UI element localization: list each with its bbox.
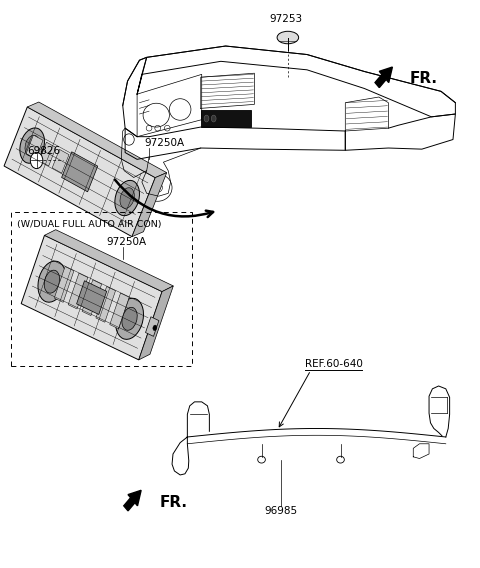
Polygon shape (27, 102, 167, 178)
Ellipse shape (120, 187, 134, 208)
Bar (68, 273, 88, 309)
Bar (110, 293, 130, 329)
Bar (21, 235, 162, 360)
Ellipse shape (204, 115, 209, 122)
Ellipse shape (25, 135, 39, 156)
Text: (W/DUAL FULL AUTO AIR CON): (W/DUAL FULL AUTO AIR CON) (17, 220, 161, 229)
Polygon shape (124, 490, 141, 511)
Text: 96985: 96985 (264, 506, 297, 516)
Polygon shape (45, 229, 173, 291)
Text: 69826: 69826 (27, 146, 60, 156)
Text: 97250A: 97250A (144, 138, 184, 148)
Ellipse shape (277, 31, 299, 44)
Bar (4, 107, 155, 237)
Ellipse shape (115, 181, 140, 216)
Ellipse shape (153, 325, 157, 331)
Bar (11, 212, 192, 366)
Ellipse shape (38, 261, 66, 302)
Bar (61, 152, 98, 192)
Bar (96, 286, 116, 322)
Polygon shape (132, 173, 167, 237)
Polygon shape (375, 67, 392, 87)
Text: 97250A: 97250A (106, 237, 146, 247)
Bar (145, 317, 159, 336)
Text: 97253: 97253 (269, 15, 302, 24)
Bar (77, 281, 107, 315)
Ellipse shape (122, 307, 137, 330)
Text: REF.60-640: REF.60-640 (305, 360, 362, 369)
Ellipse shape (116, 298, 144, 339)
Bar (52, 149, 69, 173)
Bar (39, 142, 56, 166)
Bar (82, 280, 102, 316)
Ellipse shape (211, 115, 216, 122)
Text: FR.: FR. (159, 495, 188, 509)
Ellipse shape (44, 270, 60, 293)
Polygon shape (139, 286, 173, 360)
Ellipse shape (20, 128, 45, 163)
Ellipse shape (30, 152, 43, 169)
Bar (26, 135, 43, 159)
Text: FR.: FR. (410, 72, 438, 86)
Bar (201, 110, 251, 127)
Bar (54, 266, 74, 302)
